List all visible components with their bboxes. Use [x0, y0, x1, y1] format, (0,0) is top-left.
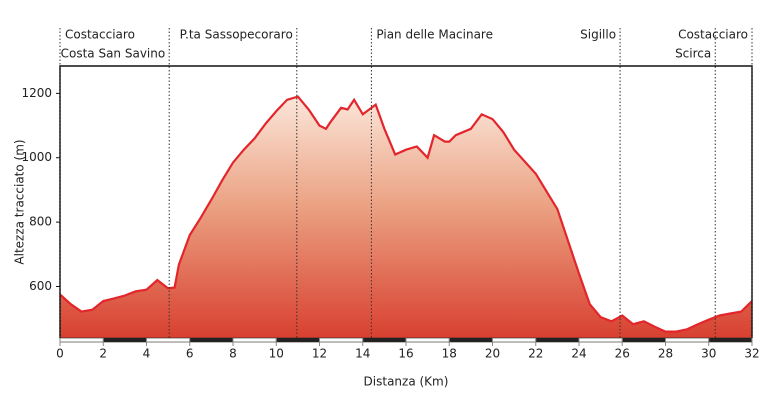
- x-tick-label: 2: [99, 347, 107, 361]
- scale-segment: [146, 337, 191, 343]
- x-axis-title: Distanza (Km): [364, 375, 449, 389]
- x-tick-label: 26: [615, 347, 630, 361]
- scale-segment: [362, 337, 407, 343]
- area-fill: [60, 96, 752, 338]
- x-tick-label: 0: [56, 347, 64, 361]
- x-tick-label: 14: [355, 347, 370, 361]
- scale-segment: [189, 337, 234, 343]
- y-tick-label: 1000: [21, 150, 52, 164]
- x-tick-label: 30: [701, 347, 716, 361]
- location-label: Sigillo: [580, 28, 616, 42]
- scale-segment: [275, 337, 320, 343]
- scale-segment: [665, 337, 710, 343]
- x-tick-label: 20: [485, 347, 500, 361]
- scale-segment: [708, 337, 753, 343]
- scale-segment: [448, 337, 493, 343]
- x-tick-label: 10: [269, 347, 284, 361]
- scale-segment: [232, 337, 277, 343]
- x-tick-label: 22: [528, 347, 543, 361]
- x-tick-label: 32: [744, 347, 759, 361]
- scale-segment: [492, 337, 537, 343]
- y-tick-label: 600: [29, 279, 52, 293]
- location-label: Costacciaro: [678, 28, 748, 42]
- location-label: Scirca: [675, 47, 711, 61]
- location-label: Pian delle Macinare: [376, 28, 493, 42]
- location-label: Costacciaro: [65, 28, 135, 42]
- x-tick-label: 4: [143, 347, 151, 361]
- x-tick-label: 18: [442, 347, 457, 361]
- x-tick-label: 28: [658, 347, 673, 361]
- scale-segment: [578, 337, 623, 343]
- location-label: P.ta Sassopecoraro: [180, 28, 293, 42]
- scale-segment: [59, 337, 104, 343]
- x-tick-label: 12: [312, 347, 327, 361]
- plot-frame: [59, 65, 753, 338]
- scale-segment: [621, 337, 666, 343]
- scale-segment: [102, 337, 147, 343]
- y-axis-title: Altezza tracciato (m): [13, 139, 27, 264]
- profile-line: [59, 95, 753, 333]
- x-tick-label: 8: [229, 347, 237, 361]
- y-tick-label: 1200: [21, 86, 52, 100]
- x-tick-label: 6: [186, 347, 194, 361]
- scale-segment: [319, 337, 364, 343]
- x-tick-label: 16: [398, 347, 413, 361]
- scale-segment: [405, 337, 450, 343]
- scale-segment: [535, 337, 580, 343]
- x-tick-label: 24: [571, 347, 586, 361]
- y-tick-label: 800: [29, 215, 52, 229]
- location-label: Costa San Savino: [61, 47, 166, 61]
